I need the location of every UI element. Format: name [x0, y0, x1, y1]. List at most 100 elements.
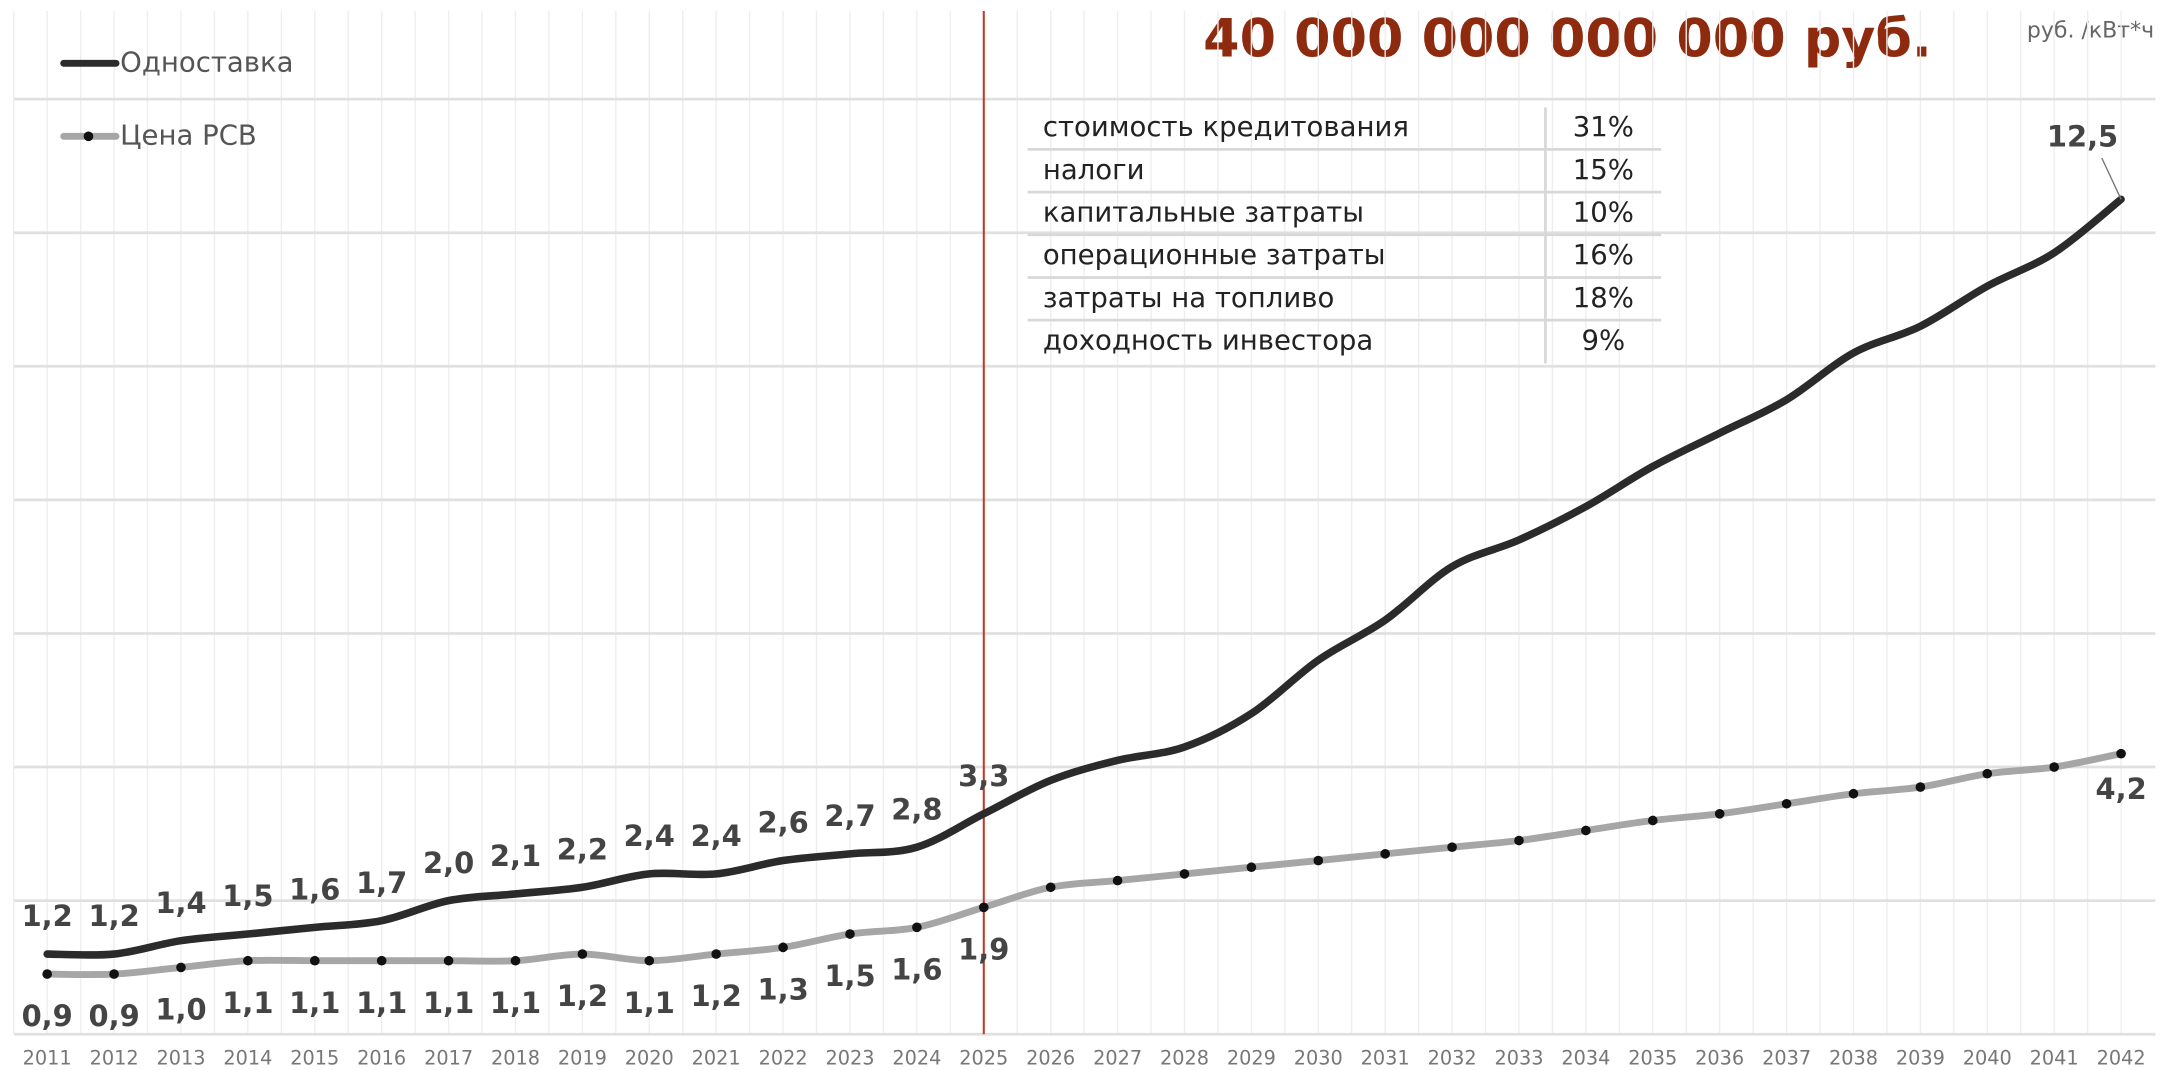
x-tick-label: 2021 — [692, 1046, 741, 1069]
x-tick-label: 2032 — [1428, 1046, 1477, 1069]
point — [978, 902, 989, 913]
legend-label: Цена РСВ — [120, 119, 257, 151]
unit-label: руб. /кВт*ч — [2027, 19, 2154, 44]
point — [711, 949, 722, 959]
x-tick-label: 2038 — [1829, 1046, 1878, 1069]
data-label: 3,3 — [958, 759, 1009, 793]
data-label: 1,2 — [557, 979, 608, 1013]
point — [109, 969, 119, 979]
point — [1647, 815, 1658, 826]
data-label: 1,1 — [423, 986, 474, 1020]
point — [1112, 875, 1123, 886]
data-label: 2,1 — [490, 839, 541, 873]
data-label: 1,5 — [824, 959, 875, 993]
point — [443, 955, 454, 966]
data-label: 2,6 — [757, 806, 808, 840]
series-line — [43, 195, 2125, 959]
data-label: 1,9 — [958, 932, 1009, 966]
point — [845, 929, 855, 939]
x-tick-label: 2039 — [1896, 1046, 1945, 1069]
table-cell: 16% — [1573, 239, 1634, 271]
x-tick-label: 2011 — [23, 1046, 72, 1069]
point — [376, 955, 387, 966]
chart-title: 40 000 000 000 000 руб. — [1203, 9, 1932, 70]
data-label: 1,1 — [356, 986, 407, 1020]
x-tick-label: 2036 — [1695, 1046, 1744, 1069]
point — [1447, 842, 1457, 853]
data-label: 1,5 — [222, 879, 273, 913]
x-tick-label: 2020 — [625, 1046, 674, 1069]
data-label: 1,4 — [155, 886, 206, 920]
point — [778, 942, 788, 953]
point — [2049, 762, 2060, 772]
data-label: 4,2 — [2095, 772, 2146, 806]
leader-line — [2101, 157, 2122, 200]
x-tick-label: 2031 — [1361, 1046, 1410, 1069]
data-label: 2,7 — [824, 799, 875, 833]
x-tick-label: 2026 — [1026, 1046, 1075, 1069]
point — [309, 955, 320, 966]
data-label: 2,4 — [691, 819, 742, 853]
data-label: 1,2 — [88, 899, 139, 933]
data-label: 1,3 — [757, 972, 808, 1006]
point — [1313, 855, 1324, 866]
data-label: 1,0 — [155, 992, 206, 1026]
point — [1848, 788, 1859, 799]
point — [1781, 798, 1792, 809]
data-label: 2,2 — [557, 832, 608, 866]
legend-marker — [83, 131, 94, 142]
point — [243, 955, 253, 966]
point — [42, 969, 53, 979]
data-label: 0,9 — [22, 999, 73, 1033]
x-tick-label: 2028 — [1160, 1046, 1209, 1069]
table-cell: стоимость кредитования — [1043, 111, 1409, 143]
data-label: 2,8 — [891, 792, 942, 826]
x-tick-label: 2017 — [424, 1046, 473, 1069]
x-tick-label: 2029 — [1227, 1046, 1276, 1069]
data-label: 1,7 — [356, 866, 407, 900]
data-label: 1,6 — [289, 873, 340, 907]
x-tick-label: 2035 — [1628, 1046, 1677, 1069]
x-tick-label: 2042 — [2097, 1046, 2146, 1069]
table-cell: капитальные затраты — [1043, 196, 1364, 228]
data-label: 2,0 — [423, 846, 474, 880]
point — [1915, 782, 1926, 792]
x-tick-label: 2024 — [892, 1046, 941, 1069]
x-tick-label: 2018 — [491, 1046, 540, 1069]
table-cell: доходность инвестора — [1043, 325, 1373, 357]
point — [1380, 849, 1391, 859]
x-tick-label: 2015 — [290, 1046, 339, 1069]
data-label: 1,1 — [490, 986, 541, 1020]
x-tick-label: 2041 — [2030, 1046, 2079, 1069]
x-tick-label: 2034 — [1561, 1046, 1610, 1069]
table-cell: операционные затраты — [1043, 239, 1386, 271]
point — [1246, 862, 1257, 873]
x-tick-label: 2013 — [156, 1046, 205, 1069]
series-line — [43, 750, 2125, 979]
table-cell: затраты на топливо — [1043, 282, 1335, 314]
table-cell: 9% — [1581, 325, 1625, 357]
x-tick-label: 2016 — [357, 1046, 406, 1069]
x-tick-label: 2040 — [1963, 1046, 2012, 1069]
point — [644, 955, 655, 966]
data-label: 1,1 — [289, 986, 340, 1020]
x-tick-label: 2012 — [90, 1046, 139, 1069]
data-label: 1,2 — [22, 899, 73, 933]
data-label: 1,1 — [624, 986, 675, 1020]
x-tick-label: 2027 — [1093, 1046, 1142, 1069]
data-label: 12,5 — [2047, 120, 2118, 154]
point — [1179, 869, 1190, 879]
table-cell: налоги — [1043, 154, 1145, 186]
table-cell: 18% — [1573, 282, 1634, 314]
point — [1514, 835, 1524, 846]
x-tick-label: 2030 — [1294, 1046, 1343, 1069]
point — [1982, 768, 1993, 779]
data-label: 1,2 — [691, 979, 742, 1013]
point — [1581, 825, 1591, 836]
table-cell: 10% — [1573, 196, 1634, 228]
x-tick-label: 2023 — [825, 1046, 874, 1069]
x-tick-label: 2033 — [1494, 1046, 1543, 1069]
table-cell: 15% — [1573, 154, 1634, 186]
